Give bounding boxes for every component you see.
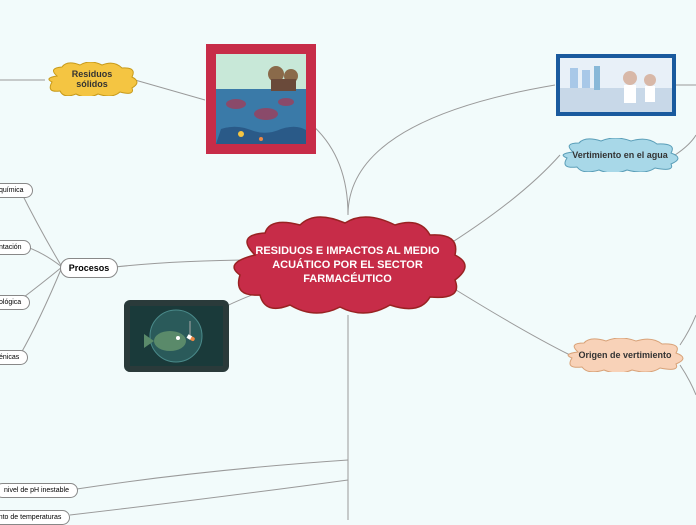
cloud-vertimiento-agua-label: Vertimiento en el agua — [555, 138, 685, 172]
cloud-residuos-label: Residuos sólidos — [42, 62, 142, 96]
center-topic-label: RESIDUOS E IMPACTOS AL MEDIO ACUÁTICO PO… — [215, 215, 480, 315]
fish-illustration-icon — [130, 306, 223, 366]
pill-ologica[interactable]: ológica — [0, 295, 30, 310]
pollution-illustration-icon — [216, 54, 306, 144]
node-procesos[interactable]: Procesos — [60, 258, 118, 278]
cloud-residuos-solidos[interactable]: Residuos sólidos — [42, 62, 142, 96]
cloud-origen-vertimiento[interactable]: Origen de vertimiento — [560, 338, 690, 372]
lab-photo-icon — [560, 58, 672, 112]
image-fish-illustration — [124, 300, 229, 372]
pill-ph[interactable]: nivel de pH inestable — [0, 483, 78, 498]
pill-ntacion[interactable]: ntación — [0, 240, 31, 255]
cloud-origen-label: Origen de vertimiento — [560, 338, 690, 372]
center-topic[interactable]: RESIDUOS E IMPACTOS AL MEDIO ACUÁTICO PO… — [215, 215, 480, 315]
cloud-vertimiento-agua[interactable]: Vertimiento en el agua — [555, 138, 685, 172]
image-pollution-illustration — [206, 44, 316, 154]
node-procesos-label: Procesos — [69, 263, 110, 273]
pill-quimica[interactable]: química — [0, 183, 33, 198]
image-lab-photo — [556, 54, 676, 116]
pill-enicas[interactable]: énicas — [0, 350, 28, 365]
pill-temperaturas[interactable]: mento de temperaturas — [0, 510, 70, 525]
